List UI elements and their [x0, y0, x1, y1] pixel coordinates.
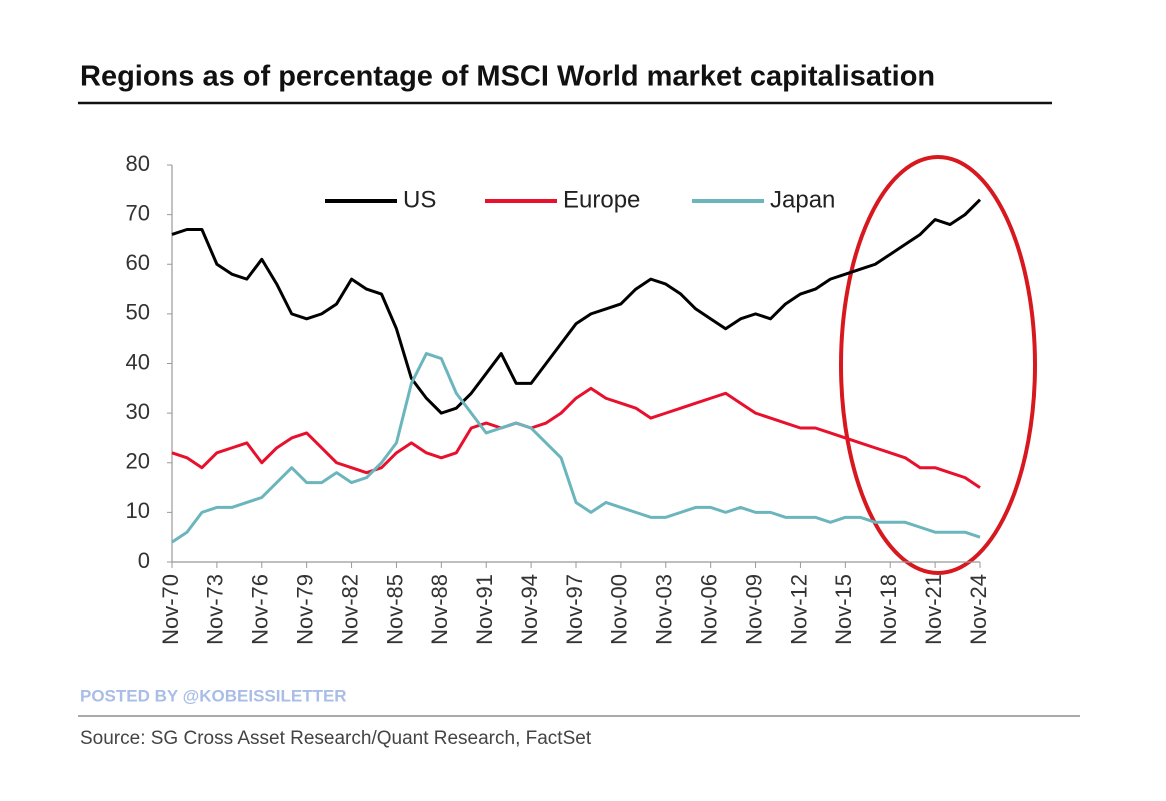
x-tick-label: Nov-18 [876, 574, 901, 645]
series-line [171, 198, 982, 415]
source: Source: SG Cross Asset Research/Quant Re… [80, 728, 592, 749]
x-tick-label: Nov-73 [203, 574, 228, 645]
x-tick-label: Nov-00 [607, 574, 632, 645]
x-tick-label: Nov-09 [741, 574, 766, 645]
y-tick-label: 30 [126, 399, 150, 424]
x-tick-label: Nov-70 [158, 574, 183, 645]
y-tick-label: 70 [126, 200, 150, 225]
legend-label: US [403, 186, 436, 213]
x-tick-label: Nov-79 [292, 574, 317, 645]
x-tick-label: Nov-03 [652, 574, 677, 645]
y-tick-label: 50 [126, 300, 150, 325]
x-tick-label: Nov-85 [382, 574, 407, 645]
watermark: POSTED BY @KOBEISSILETTER [80, 686, 347, 705]
x-tick-label: Nov-94 [517, 574, 542, 645]
x-tick-label: Nov-24 [966, 574, 991, 645]
x-tick-label: Nov-21 [921, 574, 946, 645]
legend-label: Europe [563, 186, 640, 213]
y-tick-label: 0 [138, 548, 150, 573]
y-tick-label: 80 [126, 151, 150, 176]
x-tick-label: Nov-82 [337, 574, 362, 645]
x-tick-label: Nov-91 [472, 574, 497, 645]
x-tick-label: Nov-88 [427, 574, 452, 645]
x-tick-label: Nov-97 [562, 574, 587, 645]
series-line [171, 352, 981, 544]
y-tick-label: 40 [126, 349, 150, 374]
legend-label: Japan [770, 186, 835, 213]
x-tick-label: Nov-76 [248, 574, 273, 645]
x-tick-label: Nov-15 [831, 574, 856, 645]
series-line [171, 386, 981, 489]
x-tick-label: Nov-12 [786, 574, 811, 645]
y-tick-label: 20 [126, 449, 150, 474]
y-tick-label: 60 [126, 250, 150, 275]
highlight-ellipse [839, 155, 1037, 575]
y-tick-label: 10 [126, 498, 150, 523]
chart-title: Regions as of percentage of MSCI World m… [80, 61, 935, 93]
x-tick-label: Nov-06 [696, 574, 721, 645]
